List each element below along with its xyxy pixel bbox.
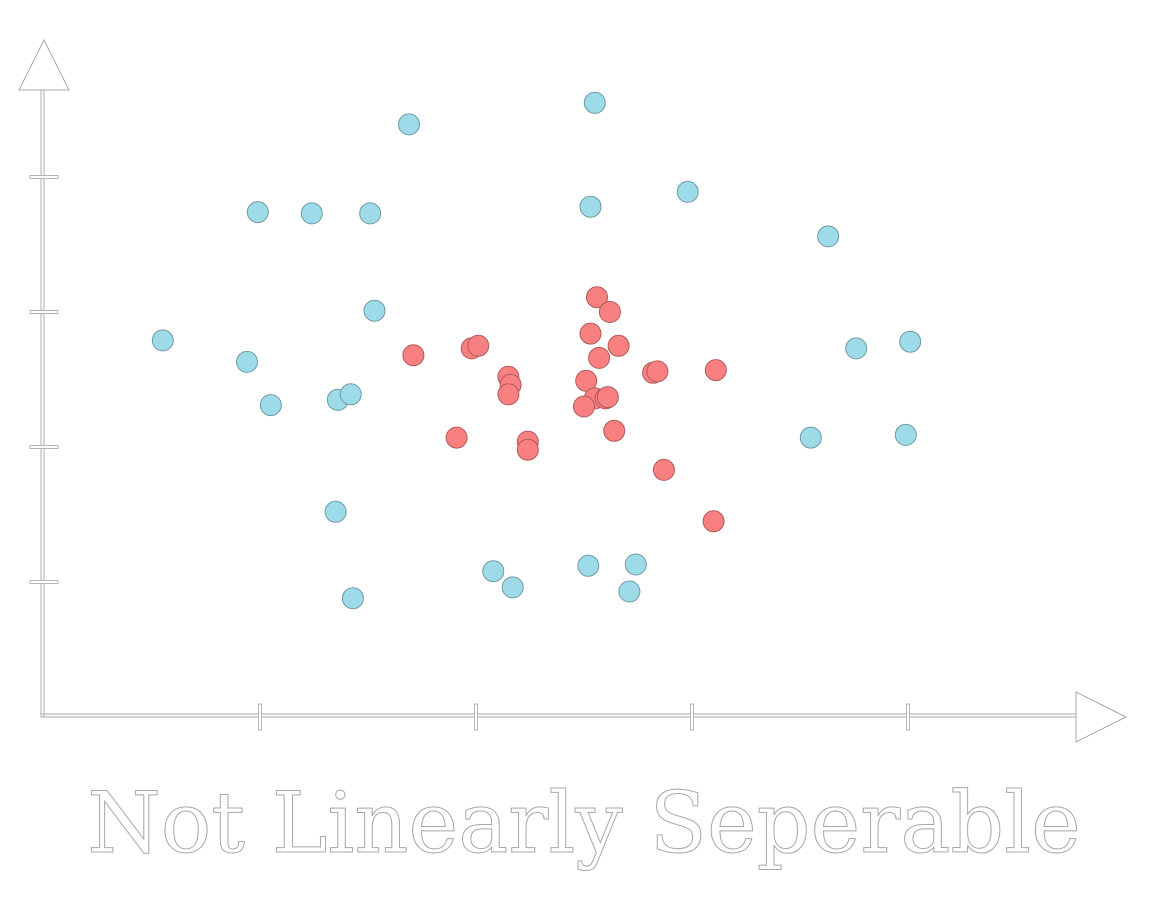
axes	[18, 38, 1128, 743]
data-point-series1-25	[341, 587, 364, 610]
y-tick-1	[29, 580, 59, 584]
chart-title: Not Linearly Seperable	[87, 774, 1081, 872]
data-point-series1-10	[151, 329, 174, 352]
data-point-series2-3	[579, 322, 602, 345]
data-point-series2-15	[575, 369, 598, 392]
data-point-series2-23	[516, 438, 539, 461]
y-tick-2	[29, 445, 59, 449]
data-point-series1-8	[817, 225, 840, 248]
data-point-series2-24	[652, 458, 675, 481]
data-point-series1-22	[577, 554, 600, 577]
data-point-series1-16	[899, 330, 922, 353]
data-point-series2-2	[598, 301, 621, 323]
x-tick-3	[690, 703, 694, 731]
x-tick-1	[258, 703, 262, 731]
data-point-series1-14	[339, 383, 362, 406]
x-ticks	[258, 703, 910, 731]
data-point-series1-19	[324, 500, 347, 523]
data-point-series1-12	[259, 394, 282, 417]
y-tick-4	[29, 175, 59, 179]
data-points	[151, 91, 922, 610]
data-point-series1-5	[359, 202, 382, 225]
data-point-series1-18	[894, 423, 917, 446]
data-point-series1-15	[845, 337, 868, 360]
data-point-series1-7	[676, 180, 699, 203]
x-axis-arrowhead	[1075, 691, 1128, 743]
data-point-series2-8	[588, 346, 611, 369]
data-point-series1-2	[398, 113, 420, 136]
data-point-series1-6	[579, 195, 602, 218]
x-tick-2	[474, 703, 478, 731]
data-point-series2-10	[646, 360, 669, 383]
data-point-series2-4	[402, 344, 425, 367]
x-tick-4	[906, 703, 910, 731]
data-point-series1-11	[236, 350, 258, 373]
data-point-series1-4	[300, 202, 323, 225]
data-point-series1-3	[246, 201, 269, 224]
y-ticks	[29, 175, 59, 584]
data-point-series2-19	[573, 395, 595, 418]
data-point-series2-18	[596, 386, 619, 409]
data-point-series2-11	[704, 359, 727, 382]
data-point-series2-14	[497, 383, 520, 406]
data-point-series2-20	[603, 419, 626, 442]
y-tick-3	[29, 310, 59, 314]
data-point-series2-1	[586, 286, 608, 309]
data-point-series1-17	[799, 426, 822, 449]
data-point-series1-24	[618, 580, 641, 603]
data-point-series1-20	[482, 560, 505, 583]
y-axis-arrowhead	[18, 38, 70, 91]
data-point-series1-1	[583, 91, 606, 114]
data-point-series1-23	[624, 553, 647, 576]
data-point-series1-9	[363, 299, 386, 322]
data-point-series2-7	[607, 334, 630, 357]
data-point-series2-25	[702, 510, 725, 533]
data-point-series1-21	[501, 576, 524, 599]
data-point-series2-6	[467, 334, 490, 357]
data-point-series2-21	[445, 426, 468, 449]
